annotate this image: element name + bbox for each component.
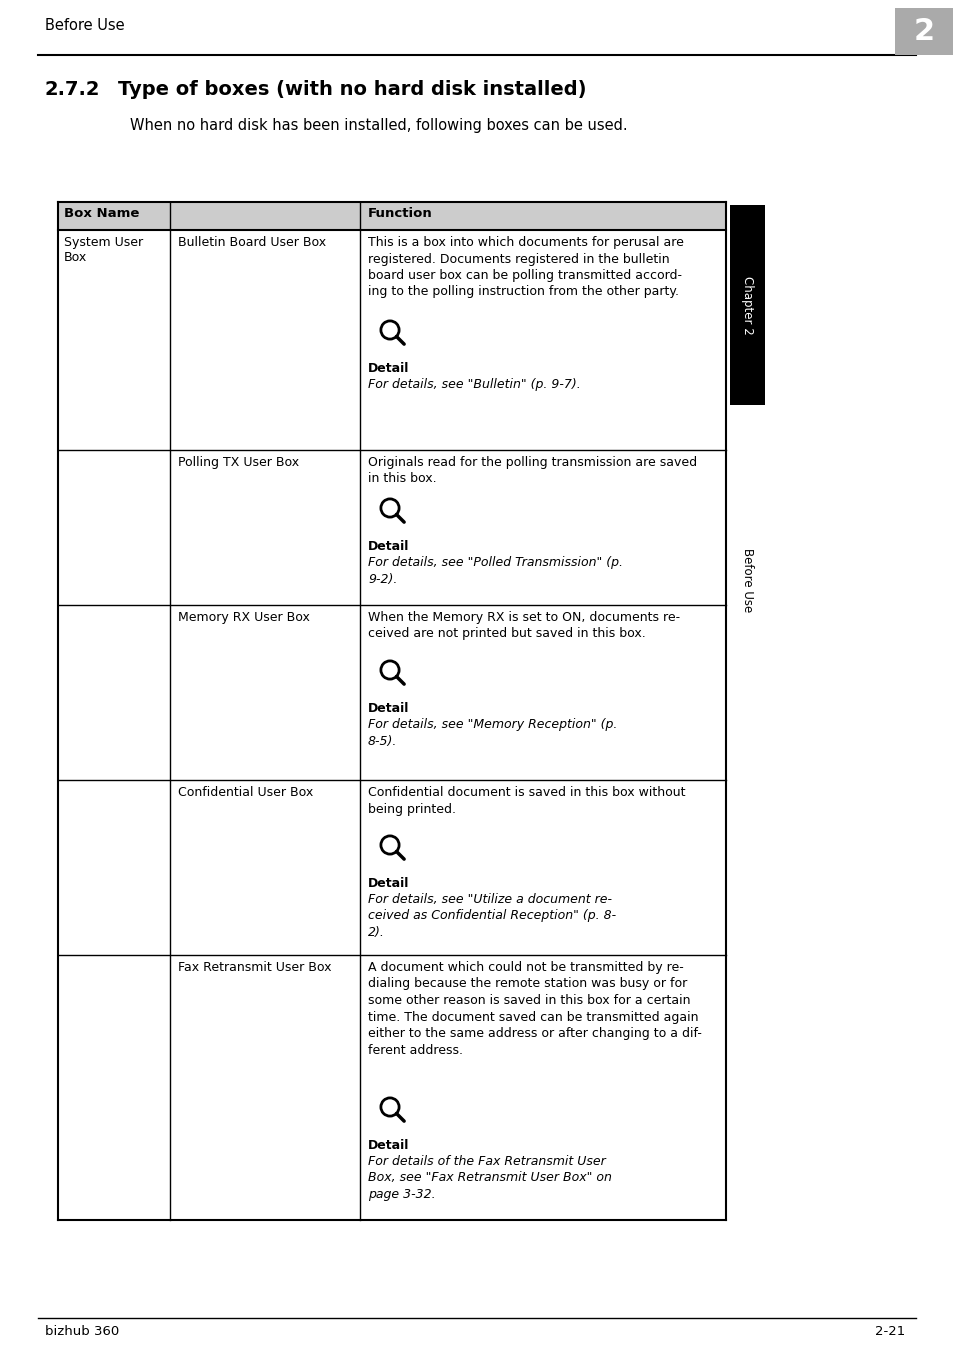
Text: When no hard disk has been installed, following boxes can be used.: When no hard disk has been installed, fo…: [130, 118, 627, 132]
Text: Detail: Detail: [368, 877, 409, 890]
Text: Type of boxes (with no hard disk installed): Type of boxes (with no hard disk install…: [118, 80, 586, 99]
Text: For details, see "Utilize a document re-
ceived as Confidential Reception" (p. 8: For details, see "Utilize a document re-…: [368, 894, 616, 940]
Text: Chapter 2: Chapter 2: [740, 276, 753, 334]
Bar: [729, 206, 764, 406]
Text: This is a box into which documents for perusal are
registered. Documents registe: This is a box into which documents for p…: [368, 237, 683, 299]
Text: Detail: Detail: [368, 362, 409, 375]
Text: Before Use: Before Use: [740, 548, 753, 612]
Bar: [894, 8, 952, 55]
Text: 2.7.2: 2.7.2: [45, 80, 100, 99]
Text: bizhub 360: bizhub 360: [45, 1325, 119, 1338]
Text: Detail: Detail: [368, 702, 409, 715]
Text: Detail: Detail: [368, 1138, 409, 1152]
Text: 2-21: 2-21: [874, 1325, 904, 1338]
Text: Confidential User Box: Confidential User Box: [178, 786, 313, 799]
Bar: [58, 201, 725, 230]
Text: Function: Function: [368, 207, 433, 220]
Text: Box Name: Box Name: [64, 207, 139, 220]
Text: Fax Retransmit User Box: Fax Retransmit User Box: [178, 961, 331, 973]
Text: Memory RX User Box: Memory RX User Box: [178, 611, 310, 625]
Text: 2: 2: [912, 18, 934, 46]
Text: Polling TX User Box: Polling TX User Box: [178, 456, 299, 469]
Text: When the Memory RX is set to ON, documents re-
ceived are not printed but saved : When the Memory RX is set to ON, documen…: [368, 611, 679, 641]
Text: Confidential document is saved in this box without
being printed.: Confidential document is saved in this b…: [368, 786, 685, 815]
Text: For details, see "Memory Reception" (p.
8-5).: For details, see "Memory Reception" (p. …: [368, 718, 617, 748]
Text: For details, see "Bulletin" (p. 9-7).: For details, see "Bulletin" (p. 9-7).: [368, 379, 580, 391]
Text: System User
Box: System User Box: [64, 237, 143, 264]
Text: Originals read for the polling transmission are saved
in this box.: Originals read for the polling transmiss…: [368, 456, 697, 485]
Text: Before Use: Before Use: [45, 18, 125, 32]
Text: Bulletin Board User Box: Bulletin Board User Box: [178, 237, 326, 249]
Text: For details, see "Polled Transmission" (p.
9-2).: For details, see "Polled Transmission" (…: [368, 556, 622, 585]
Text: A document which could not be transmitted by re-
dialing because the remote stat: A document which could not be transmitte…: [368, 961, 701, 1056]
Text: For details of the Fax Retransmit User
Box, see "Fax Retransmit User Box" on
pag: For details of the Fax Retransmit User B…: [368, 1155, 611, 1201]
Text: Detail: Detail: [368, 539, 409, 553]
